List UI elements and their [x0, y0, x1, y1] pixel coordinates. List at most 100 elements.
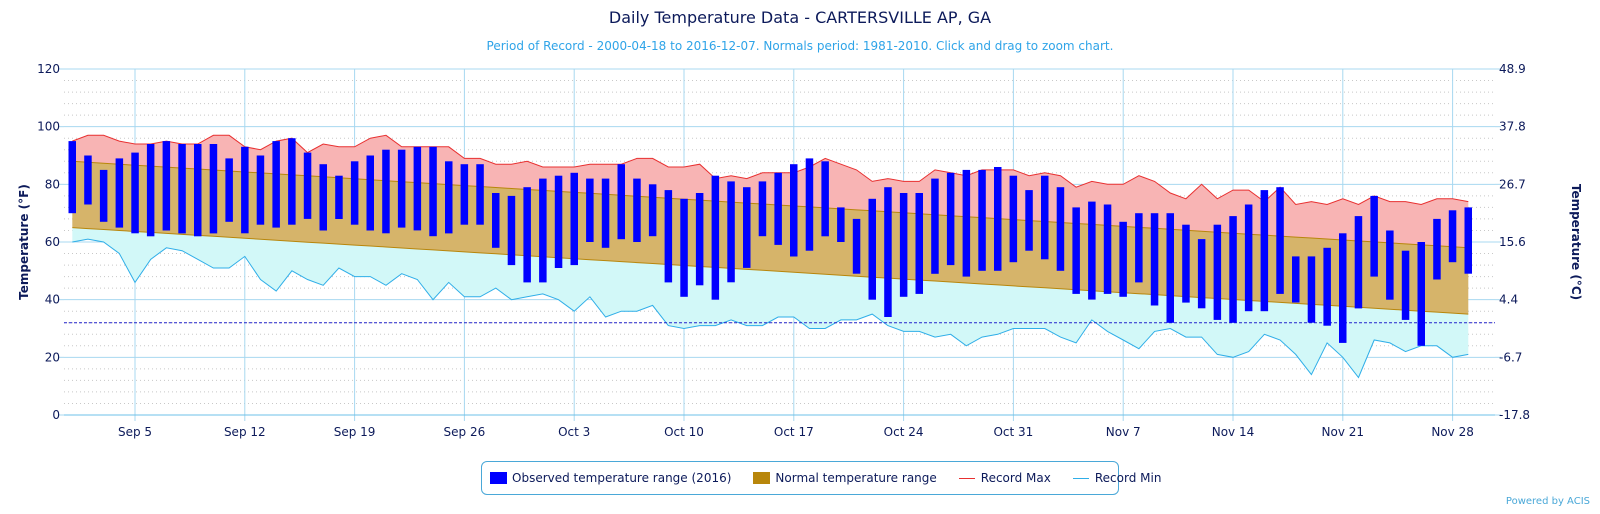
- record-min-line: [72, 238, 1469, 379]
- record-min-area: [72, 227, 1469, 378]
- x-tick-label: Sep 12: [224, 425, 266, 439]
- record-max-area: [72, 135, 1469, 248]
- y-tick-label-left: 60: [45, 235, 60, 249]
- observed-bar: [633, 178, 641, 242]
- observed-bar: [931, 178, 939, 274]
- powered-by-link[interactable]: Powered by ACIS: [1505, 496, 1590, 507]
- observed-bar: [492, 193, 500, 248]
- observed-bar: [758, 181, 767, 237]
- y-tick-label-left: 80: [45, 177, 60, 191]
- observed-bar: [319, 164, 327, 231]
- observed-bar: [476, 164, 484, 225]
- observed-bar: [727, 181, 735, 283]
- axes: 0 -17.8 20 -6.7 40 4.4 60 15.6 80 26.7 100 37.8 120 4…: [37, 62, 1530, 439]
- observed-bar: [84, 155, 92, 205]
- observed-bar: [1009, 175, 1018, 263]
- x-tick-label: Oct 24: [884, 425, 924, 439]
- legend-item-record-min[interactable]: Record Min: [1072, 471, 1162, 485]
- legend-label-normal: Normal temperature range: [775, 471, 937, 485]
- observed-bar: [1370, 195, 1378, 277]
- observed-bar: [178, 144, 186, 234]
- y-tick-label-left: 40: [45, 293, 60, 307]
- observed-bar: [978, 169, 986, 271]
- observed-bar: [241, 146, 249, 234]
- observed-bar: [68, 141, 76, 214]
- observed-bar: [1197, 239, 1206, 309]
- observed-bar: [946, 172, 955, 266]
- observed-bar: [335, 175, 343, 219]
- observed-bar: [209, 144, 218, 234]
- observed-bar: [743, 187, 751, 268]
- legend-item-observed[interactable]: Observed temperature range (2016): [490, 471, 731, 485]
- observed-bar: [570, 172, 578, 266]
- observed-bar: [162, 141, 171, 231]
- observed-bar: [1229, 216, 1237, 323]
- observed-bar: [1276, 187, 1284, 294]
- observed-bar: [790, 164, 798, 257]
- legend-item-normal[interactable]: Normal temperature range: [753, 471, 937, 485]
- observed-bar: [99, 169, 108, 222]
- observed-bar: [523, 187, 531, 283]
- observed-bar: [664, 190, 673, 283]
- observed-bar: [1182, 224, 1190, 303]
- chart-title: Daily Temperature Data - CARTERSVILLE AP…: [609, 8, 991, 27]
- legend-label-record-min: Record Min: [1094, 471, 1162, 485]
- observed-bar: [1292, 256, 1300, 303]
- observed-bar: [1464, 207, 1472, 274]
- observed-bar: [1088, 201, 1096, 300]
- observed-bar: [1166, 213, 1174, 323]
- x-tick-label: Sep 26: [444, 425, 486, 439]
- observed-bar: [1417, 242, 1425, 346]
- observed-bar: [1103, 204, 1112, 294]
- y-tick-label-left: 120: [37, 62, 60, 76]
- observed-bar: [225, 158, 233, 222]
- observed-bar: [1244, 204, 1253, 312]
- observed-bar: [1448, 210, 1457, 263]
- legend-item-record-max[interactable]: Record Max: [958, 471, 1051, 485]
- observed-bar: [695, 193, 704, 286]
- observed-bar: [460, 164, 469, 225]
- observed-bar: [852, 218, 861, 274]
- legend-label-observed: Observed temperature range (2016): [512, 471, 732, 485]
- observed-bar: [617, 164, 625, 240]
- observed-bar: [680, 198, 688, 297]
- y-tick-label-right: 48.9: [1499, 62, 1526, 76]
- observed-bar: [1339, 233, 1347, 343]
- observed-bar: [884, 187, 892, 317]
- y-tick-label-right: 4.4: [1499, 293, 1518, 307]
- x-tick-label: Sep 5: [118, 425, 152, 439]
- legend-swatch-normal: [753, 472, 771, 484]
- observed-bar: [413, 146, 422, 231]
- y-tick-label-right: 15.6: [1499, 235, 1526, 249]
- x-tick-label: Oct 3: [558, 425, 590, 439]
- areas: [72, 134, 1469, 379]
- x-tick-label: Nov 7: [1106, 425, 1141, 439]
- observed-bar: [288, 138, 296, 225]
- x-tick-label: Nov 14: [1212, 425, 1255, 439]
- observed-bar: [1386, 230, 1394, 300]
- observed-bar: [1307, 256, 1316, 323]
- observed-bar: [146, 144, 155, 237]
- observed-bar: [868, 198, 876, 300]
- x-tick-label: Oct 31: [993, 425, 1033, 439]
- normal-temperature-band: [72, 161, 1469, 315]
- observed-bar: [601, 178, 610, 248]
- observed-bar: [821, 161, 829, 237]
- observed-bar: [1433, 218, 1441, 280]
- observed-bar: [1354, 216, 1363, 309]
- x-tick-label: Sep 19: [334, 425, 376, 439]
- observed-bar: [194, 144, 202, 237]
- observed-bar: [1119, 221, 1127, 297]
- legend-swatch-observed: [490, 472, 507, 484]
- y-tick-label-left: 20: [45, 350, 60, 364]
- x-tick-label: Nov 21: [1322, 425, 1365, 439]
- observed-bar: [962, 169, 971, 277]
- observed-bar: [1041, 175, 1049, 260]
- y-tick-label-left: 0: [52, 408, 60, 422]
- legend: Observed temperature range (2016) Normal…: [481, 461, 1161, 495]
- x-tick-label: Nov 28: [1431, 425, 1474, 439]
- legend-swatch-record-max: [958, 477, 975, 479]
- observed-bar: [445, 161, 453, 234]
